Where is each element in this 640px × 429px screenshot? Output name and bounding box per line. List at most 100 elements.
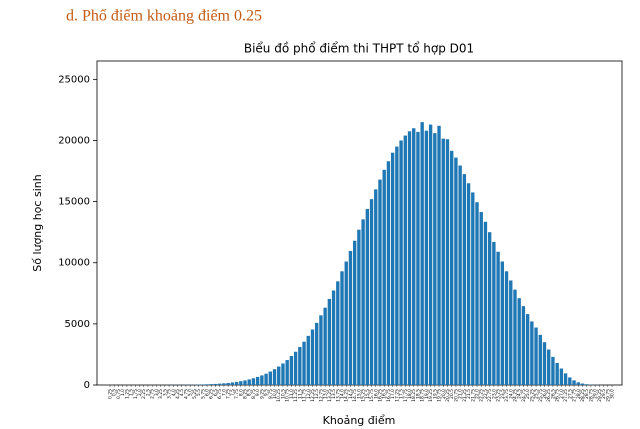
x-tick-label: 9.5 — [264, 389, 270, 396]
bar — [390, 152, 395, 385]
x-tick-label: 19.0 — [424, 389, 430, 399]
x-tick-label: 20.75 — [453, 389, 459, 402]
bar — [424, 130, 429, 385]
x-tick-label: 6.5 — [213, 389, 219, 396]
x-tick-label: 1.25 — [124, 389, 130, 399]
x-tick-label: 4.75 — [183, 389, 189, 399]
x-tick-label: 23.0 — [491, 389, 497, 399]
x-tick-label: 24.25 — [512, 389, 518, 402]
x-tick-label: 0.75 — [116, 389, 122, 399]
x-tick-label: 11.0 — [289, 389, 295, 399]
x-tick-label: 4.25 — [175, 389, 181, 399]
y-tick-label: 15000 — [58, 197, 90, 208]
bar — [568, 377, 572, 385]
bar — [572, 380, 576, 385]
x-tick-label: 10.5 — [280, 389, 286, 399]
x-tick-label: 25.0 — [525, 389, 531, 399]
bar — [437, 125, 441, 386]
x-tick-label: 27.25 — [563, 389, 569, 402]
y-axis-label: Số lượng học sinh — [31, 174, 44, 271]
bar — [289, 356, 294, 385]
bar — [517, 298, 521, 385]
bar — [530, 321, 534, 385]
x-tick-label: 13.0 — [323, 389, 329, 399]
x-tick-label: 26.0 — [542, 389, 548, 399]
bar — [585, 384, 589, 385]
bar — [277, 366, 281, 385]
bar — [521, 306, 526, 385]
x-tick-label: 7.5 — [230, 389, 236, 396]
x-tick-label: 13.5 — [331, 389, 337, 399]
x-tick-label: 25.75 — [538, 389, 544, 402]
x-tick-label: 0.5 — [112, 389, 118, 396]
x-tick-label: 2.25 — [141, 389, 147, 399]
x-tick-label: 27.0 — [559, 389, 565, 399]
y-tick-label: 25000 — [58, 74, 90, 85]
bar — [310, 329, 315, 385]
x-tick-label: 26.5 — [550, 389, 556, 399]
bar — [412, 128, 416, 385]
x-tick-label: 6.25 — [209, 389, 215, 399]
x-tick-label: 26.75 — [555, 389, 561, 402]
x-tick-label: 18.25 — [411, 389, 417, 402]
x-tick-label: 16.25 — [377, 389, 383, 402]
x-tick-label: 14.75 — [352, 389, 358, 402]
x-tick-label: 11.75 — [302, 389, 308, 402]
x-tick-label: 29.75 — [605, 389, 611, 402]
bar — [285, 360, 289, 385]
x-tick-label: 22.75 — [487, 389, 493, 402]
bar — [243, 380, 247, 385]
x-tick-label: 27.75 — [572, 389, 578, 402]
x-tick-label: 9.75 — [268, 389, 274, 399]
x-tick-label: 17.75 — [403, 389, 409, 402]
bar — [496, 251, 500, 385]
bar — [513, 289, 517, 385]
x-tick-label: 19.75 — [437, 389, 443, 402]
chart-title: Biểu đồ phổ điểm thi THPT tổ hợp D01 — [244, 42, 474, 56]
x-tick-label: 20.25 — [445, 389, 451, 402]
bar — [395, 146, 399, 385]
x-tick-label: 24.5 — [517, 389, 523, 399]
bar — [213, 383, 218, 385]
x-tick-label: 18.75 — [420, 389, 426, 402]
x-tick-label: 29.0 — [593, 389, 599, 399]
x-tick-label: 23.75 — [504, 389, 510, 402]
x-tick-label: 22.5 — [483, 389, 489, 399]
x-tick-label: 12.75 — [318, 389, 324, 402]
x-tick-label: 7.0 — [221, 389, 227, 396]
x-tick-label: 28.75 — [588, 389, 594, 402]
x-tick-label: 28.0 — [576, 389, 582, 399]
bar — [542, 342, 547, 385]
bar — [458, 165, 462, 385]
bar — [302, 341, 306, 385]
x-tick-label: 15.0 — [356, 389, 362, 399]
bar — [441, 138, 445, 385]
section-heading: d. Phổ điểm khoảng điểm 0.25 — [66, 8, 262, 25]
bar — [251, 378, 256, 385]
x-tick-label: 15.25 — [361, 389, 367, 402]
x-tick-label: 16.5 — [382, 389, 388, 399]
bar — [378, 179, 382, 385]
bar — [239, 381, 243, 385]
bar — [281, 363, 285, 385]
bar — [230, 382, 235, 385]
y-tick-label: 0 — [84, 380, 90, 391]
x-tick-label: 8.25 — [242, 389, 248, 399]
x-tick-label: 22.0 — [475, 389, 481, 399]
bar — [555, 362, 559, 385]
bar — [352, 240, 357, 385]
bar — [563, 373, 568, 385]
bar — [547, 349, 551, 385]
bar — [234, 381, 239, 385]
bar — [403, 135, 407, 385]
x-tick-label: 21.0 — [458, 389, 464, 399]
bar — [462, 174, 467, 385]
x-tick-label: 12.5 — [314, 389, 320, 399]
x-tick-label: 21.25 — [462, 389, 468, 402]
x-tick-label: 17.25 — [394, 389, 400, 402]
x-tick-label: 24.75 — [521, 389, 527, 402]
bar — [247, 379, 251, 385]
bar — [420, 122, 424, 385]
bar — [374, 189, 378, 385]
